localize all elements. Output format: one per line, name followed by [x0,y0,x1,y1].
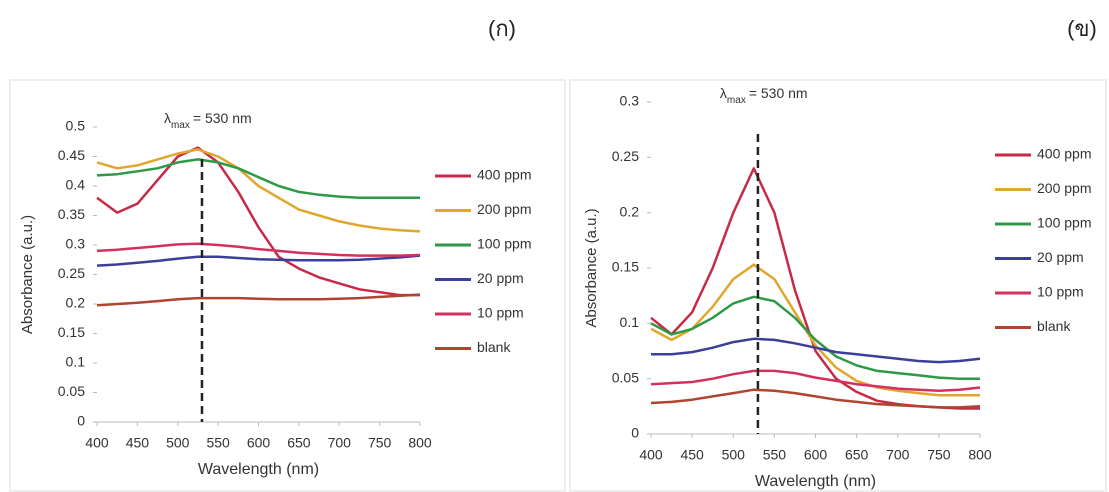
y-tick-label: 0.3 [66,236,86,252]
series-line [650,369,981,393]
series-line [650,388,981,409]
y-tick-label: 0.05 [58,383,85,399]
y-tick-label: 0.1 [620,314,640,330]
legend-label: 400 ppm [1037,146,1091,162]
x-tick-label: 800 [408,435,432,451]
y-tick-label: 0.25 [612,148,639,164]
y-axis-label: Absorbance (a.u.) [583,208,600,327]
legend-label: 200 ppm [1037,180,1091,196]
legend-label: 20 ppm [477,270,524,286]
x-tick-label: 500 [722,447,746,463]
y-axis-label: Absorbance (a.u.) [19,215,36,334]
annotation-symbol: λ [720,85,727,101]
annotation: λmax = 530 nm [164,110,252,131]
x-tick-label: 550 [763,447,787,463]
series-line [96,146,420,297]
annotation-symbol: λ [164,110,171,126]
x-tick-label: 600 [247,435,271,451]
y-tick-label: 0.35 [58,206,85,222]
x-tick-label: 550 [206,435,230,451]
chart-frame [569,79,1107,492]
x-axis-label: Wavelength (nm) [198,461,319,478]
annotation: λmax = 530 nm [720,85,808,106]
legend-label: 100 ppm [1037,215,1091,231]
x-tick-label: 450 [680,447,704,463]
series-line [650,263,980,397]
y-tick-label: 0.3 [620,93,640,109]
series-line [96,242,421,257]
chart-title: (ข) [1067,16,1097,41]
x-tick-label: 800 [968,447,992,463]
legend-label: 10 ppm [1037,284,1084,300]
x-tick-label: 700 [328,435,352,451]
x-tick-label: 450 [126,435,150,451]
series-line [96,254,421,267]
y-tick-label: 0.1 [66,354,86,370]
y-tick-label: 0.4 [66,177,86,193]
legend-label: blank [1037,318,1071,334]
x-tick-label: 500 [166,435,190,451]
legend-label: blank [477,339,511,355]
legend-label: 10 ppm [477,305,524,321]
series-line [650,295,980,380]
series-line [96,148,421,233]
series-line [650,167,980,410]
annotation-text: = 530 nm [749,85,808,101]
series-line [651,337,981,364]
annotation-subscript: max [171,120,190,131]
y-tick-label: 0 [631,425,639,441]
x-tick-label: 400 [85,435,109,451]
x-tick-label: 750 [927,447,951,463]
x-tick-label: 400 [639,447,663,463]
chart-title: (ก) [488,16,516,41]
x-tick-label: 650 [845,447,869,463]
series-line [96,158,420,200]
y-tick-label: 0.25 [58,265,85,281]
annotation-text: = 530 nm [193,110,252,126]
legend-label: 100 ppm [477,236,531,252]
y-tick-label: 0 [77,413,85,429]
y-tick-label: 0.5 [66,118,86,134]
y-tick-label: 0.05 [612,369,639,385]
x-tick-label: 650 [287,435,311,451]
y-tick-label: 0.15 [58,324,85,340]
y-tick-label: 0.2 [620,203,640,219]
x-tick-label: 600 [804,447,828,463]
x-tick-label: 750 [368,435,392,451]
legend-label: 200 ppm [477,201,531,217]
series-line [96,293,421,307]
legend-label: 400 ppm [477,167,531,183]
x-axis-label: Wavelength (nm) [755,473,876,490]
legend-label: 20 ppm [1037,249,1084,265]
x-tick-label: 700 [886,447,910,463]
y-tick-label: 0.15 [612,259,639,275]
y-tick-label: 0.45 [58,147,85,163]
y-tick-label: 0.2 [66,295,86,311]
chart-frame [9,79,566,492]
annotation-subscript: max [727,95,746,106]
